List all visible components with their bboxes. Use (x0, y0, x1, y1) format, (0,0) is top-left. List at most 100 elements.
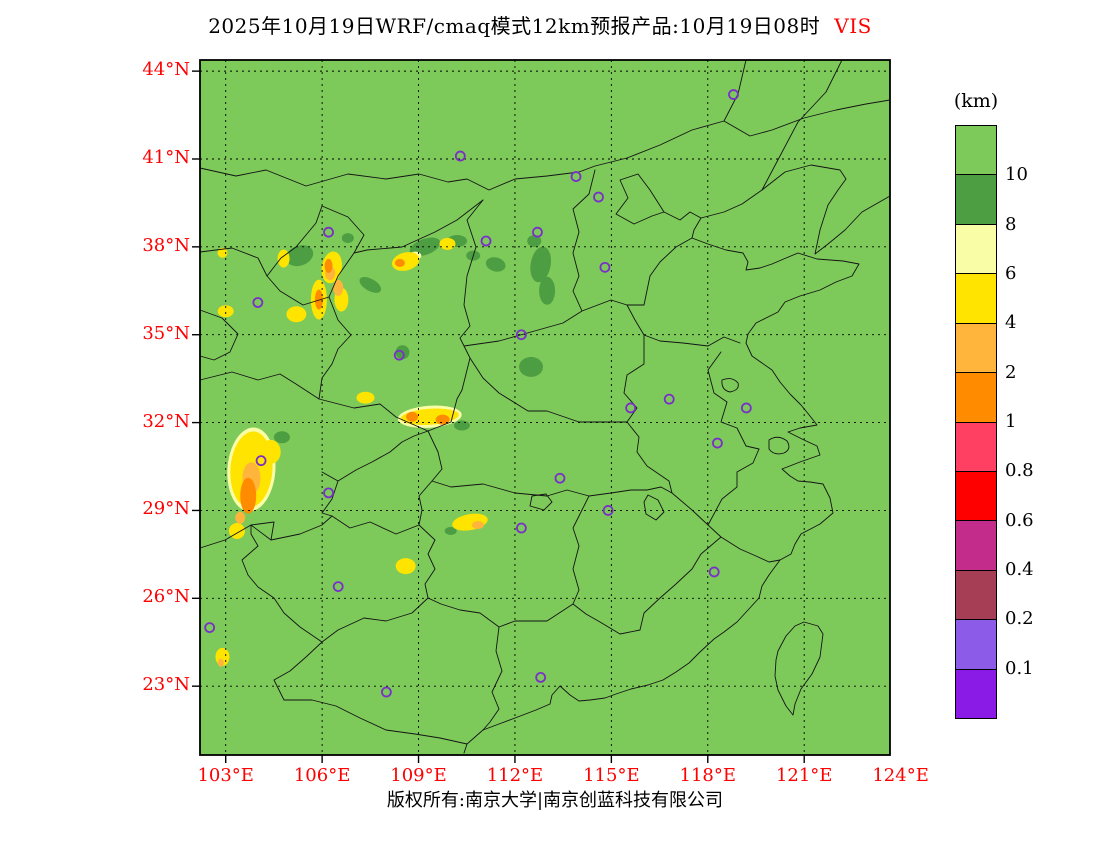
visibility-region-2-4km (217, 658, 224, 667)
visibility-region-1-2km (314, 289, 323, 310)
visibility-region-8-10km (409, 237, 441, 257)
visibility-region-8-10km (539, 276, 556, 305)
colorbar-tick-1: 1 (1005, 411, 1017, 432)
map-frame-layer (192, 59, 891, 763)
station-marker-19 (515, 522, 527, 534)
station-marker-17 (554, 472, 566, 484)
colorbar-tick-10: 10 (1005, 164, 1028, 186)
station-marker-24 (380, 686, 392, 698)
visibility-region-4-6km (356, 391, 375, 404)
visibility-region-8-10km (359, 276, 382, 293)
station-marker-layer (204, 89, 752, 698)
colorbar-tick-8: 8 (1005, 213, 1017, 235)
copyright-footer: 版权所有:南京大学|南京创蓝科技有限公司 (386, 790, 724, 811)
visibility-region-8-10km (453, 420, 470, 431)
station-marker-9 (515, 329, 527, 341)
lake-outlines (529, 378, 790, 521)
station-marker-10 (393, 349, 405, 361)
station-marker-14 (712, 437, 723, 449)
colorbar-tick-0.2: 0.2 (1005, 608, 1034, 630)
lon-label-121: 121°E (775, 765, 833, 786)
station-marker-16 (323, 487, 334, 499)
colorbar-segment-5 (956, 373, 996, 423)
colorbar-segment-11 (956, 669, 996, 719)
province-boundary-layer (199, 59, 891, 754)
visibility-region-8-10km (527, 234, 542, 247)
colorbar-segment-2 (956, 224, 996, 275)
station-marker-18 (602, 505, 614, 516)
lat-label-44: 44°N (142, 59, 190, 81)
colorbar-segment-6 (956, 422, 996, 472)
graticule-layer (200, 60, 890, 755)
boundaries-south (199, 515, 574, 745)
station-marker-0 (728, 89, 739, 100)
visibility-region-1-2km (394, 258, 405, 267)
boundaries-northwest (199, 199, 484, 361)
visibility-region-8-10km (444, 526, 457, 535)
colorbar-segment-1 (956, 175, 996, 225)
map-frame-border (199, 59, 891, 756)
map-background-layer (200, 60, 890, 755)
visibility-region-8-10km (286, 245, 314, 267)
station-marker-4 (323, 226, 334, 238)
station-marker-3 (593, 191, 604, 203)
title-variable: VIS (834, 14, 872, 38)
station-marker-13 (740, 402, 752, 414)
lon-label-109: 109°E (390, 765, 447, 786)
visibility-region-2-4km (235, 511, 246, 524)
lon-label-115: 115°E (583, 765, 640, 786)
colorbar-segment-7 (956, 471, 996, 522)
visibility-region-8-10km (530, 246, 551, 283)
visibility-region-4-6km (217, 247, 228, 258)
colorbar-segment-3 (956, 274, 996, 324)
visibility-region-8-10km (519, 356, 544, 377)
colorbar-tick-6: 6 (1005, 263, 1017, 284)
title-main: 2025年10月19日WRF/cmaq模式12km预报产品:10月19日08时 (208, 14, 821, 38)
colorbar-tick-0.6: 0.6 (1005, 509, 1034, 531)
colorbar-segment-8 (956, 521, 996, 571)
station-marker-22 (204, 622, 216, 633)
colorbar-tick-2: 2 (1005, 361, 1017, 383)
lat-label-35: 35°N (142, 322, 190, 344)
colorbar-tick-0.8: 0.8 (1005, 460, 1034, 482)
station-marker-1 (454, 150, 466, 162)
station-marker-23 (535, 671, 547, 683)
station-marker-8 (252, 297, 264, 308)
boundaries-southeast (572, 448, 781, 635)
colorbar-unit-label: (km) (953, 90, 999, 112)
visibility-region-2-4km (471, 521, 484, 530)
visibility-region-2-4km (333, 279, 344, 296)
station-marker-6 (532, 226, 543, 238)
visibility-region-8-10km (485, 257, 506, 272)
visibility-region-4-6km (395, 558, 416, 575)
visibility-patch-layer (215, 233, 556, 667)
visibility-region-1-2km (240, 477, 257, 514)
visibility-region-8-10km (273, 431, 290, 444)
colorbar-segment-0 (956, 126, 996, 176)
lat-label-38: 38°N (142, 234, 190, 256)
station-marker-21 (332, 581, 344, 592)
visibility-region-8-10km (341, 233, 354, 244)
visibility-region-4-6km (439, 237, 456, 250)
station-marker-7 (599, 261, 611, 273)
station-marker-5 (480, 235, 492, 247)
visibility-region-4-6km (286, 306, 307, 323)
lat-label-23: 23°N (142, 674, 190, 696)
boundaries-central (459, 169, 760, 494)
lat-label-41: 41°N (142, 146, 190, 168)
taiwan-island-outline (774, 621, 824, 716)
visibility-region-1-2km (406, 411, 419, 422)
station-marker-2 (570, 171, 582, 182)
visibility-region-4-6km (277, 249, 290, 268)
lon-label-106: 106°E (293, 765, 351, 786)
colorbar-tick-0.4: 0.4 (1005, 559, 1034, 580)
station-marker-12 (625, 402, 637, 414)
colorbar-tick-0.1: 0.1 (1005, 657, 1034, 679)
visibility-region-4-6km (260, 439, 281, 464)
map-domain-background (200, 60, 890, 755)
colorbar-tick-4: 4 (1005, 312, 1017, 334)
colorbar-segment-4 (956, 323, 996, 374)
colorbar-segment-10 (956, 620, 996, 670)
